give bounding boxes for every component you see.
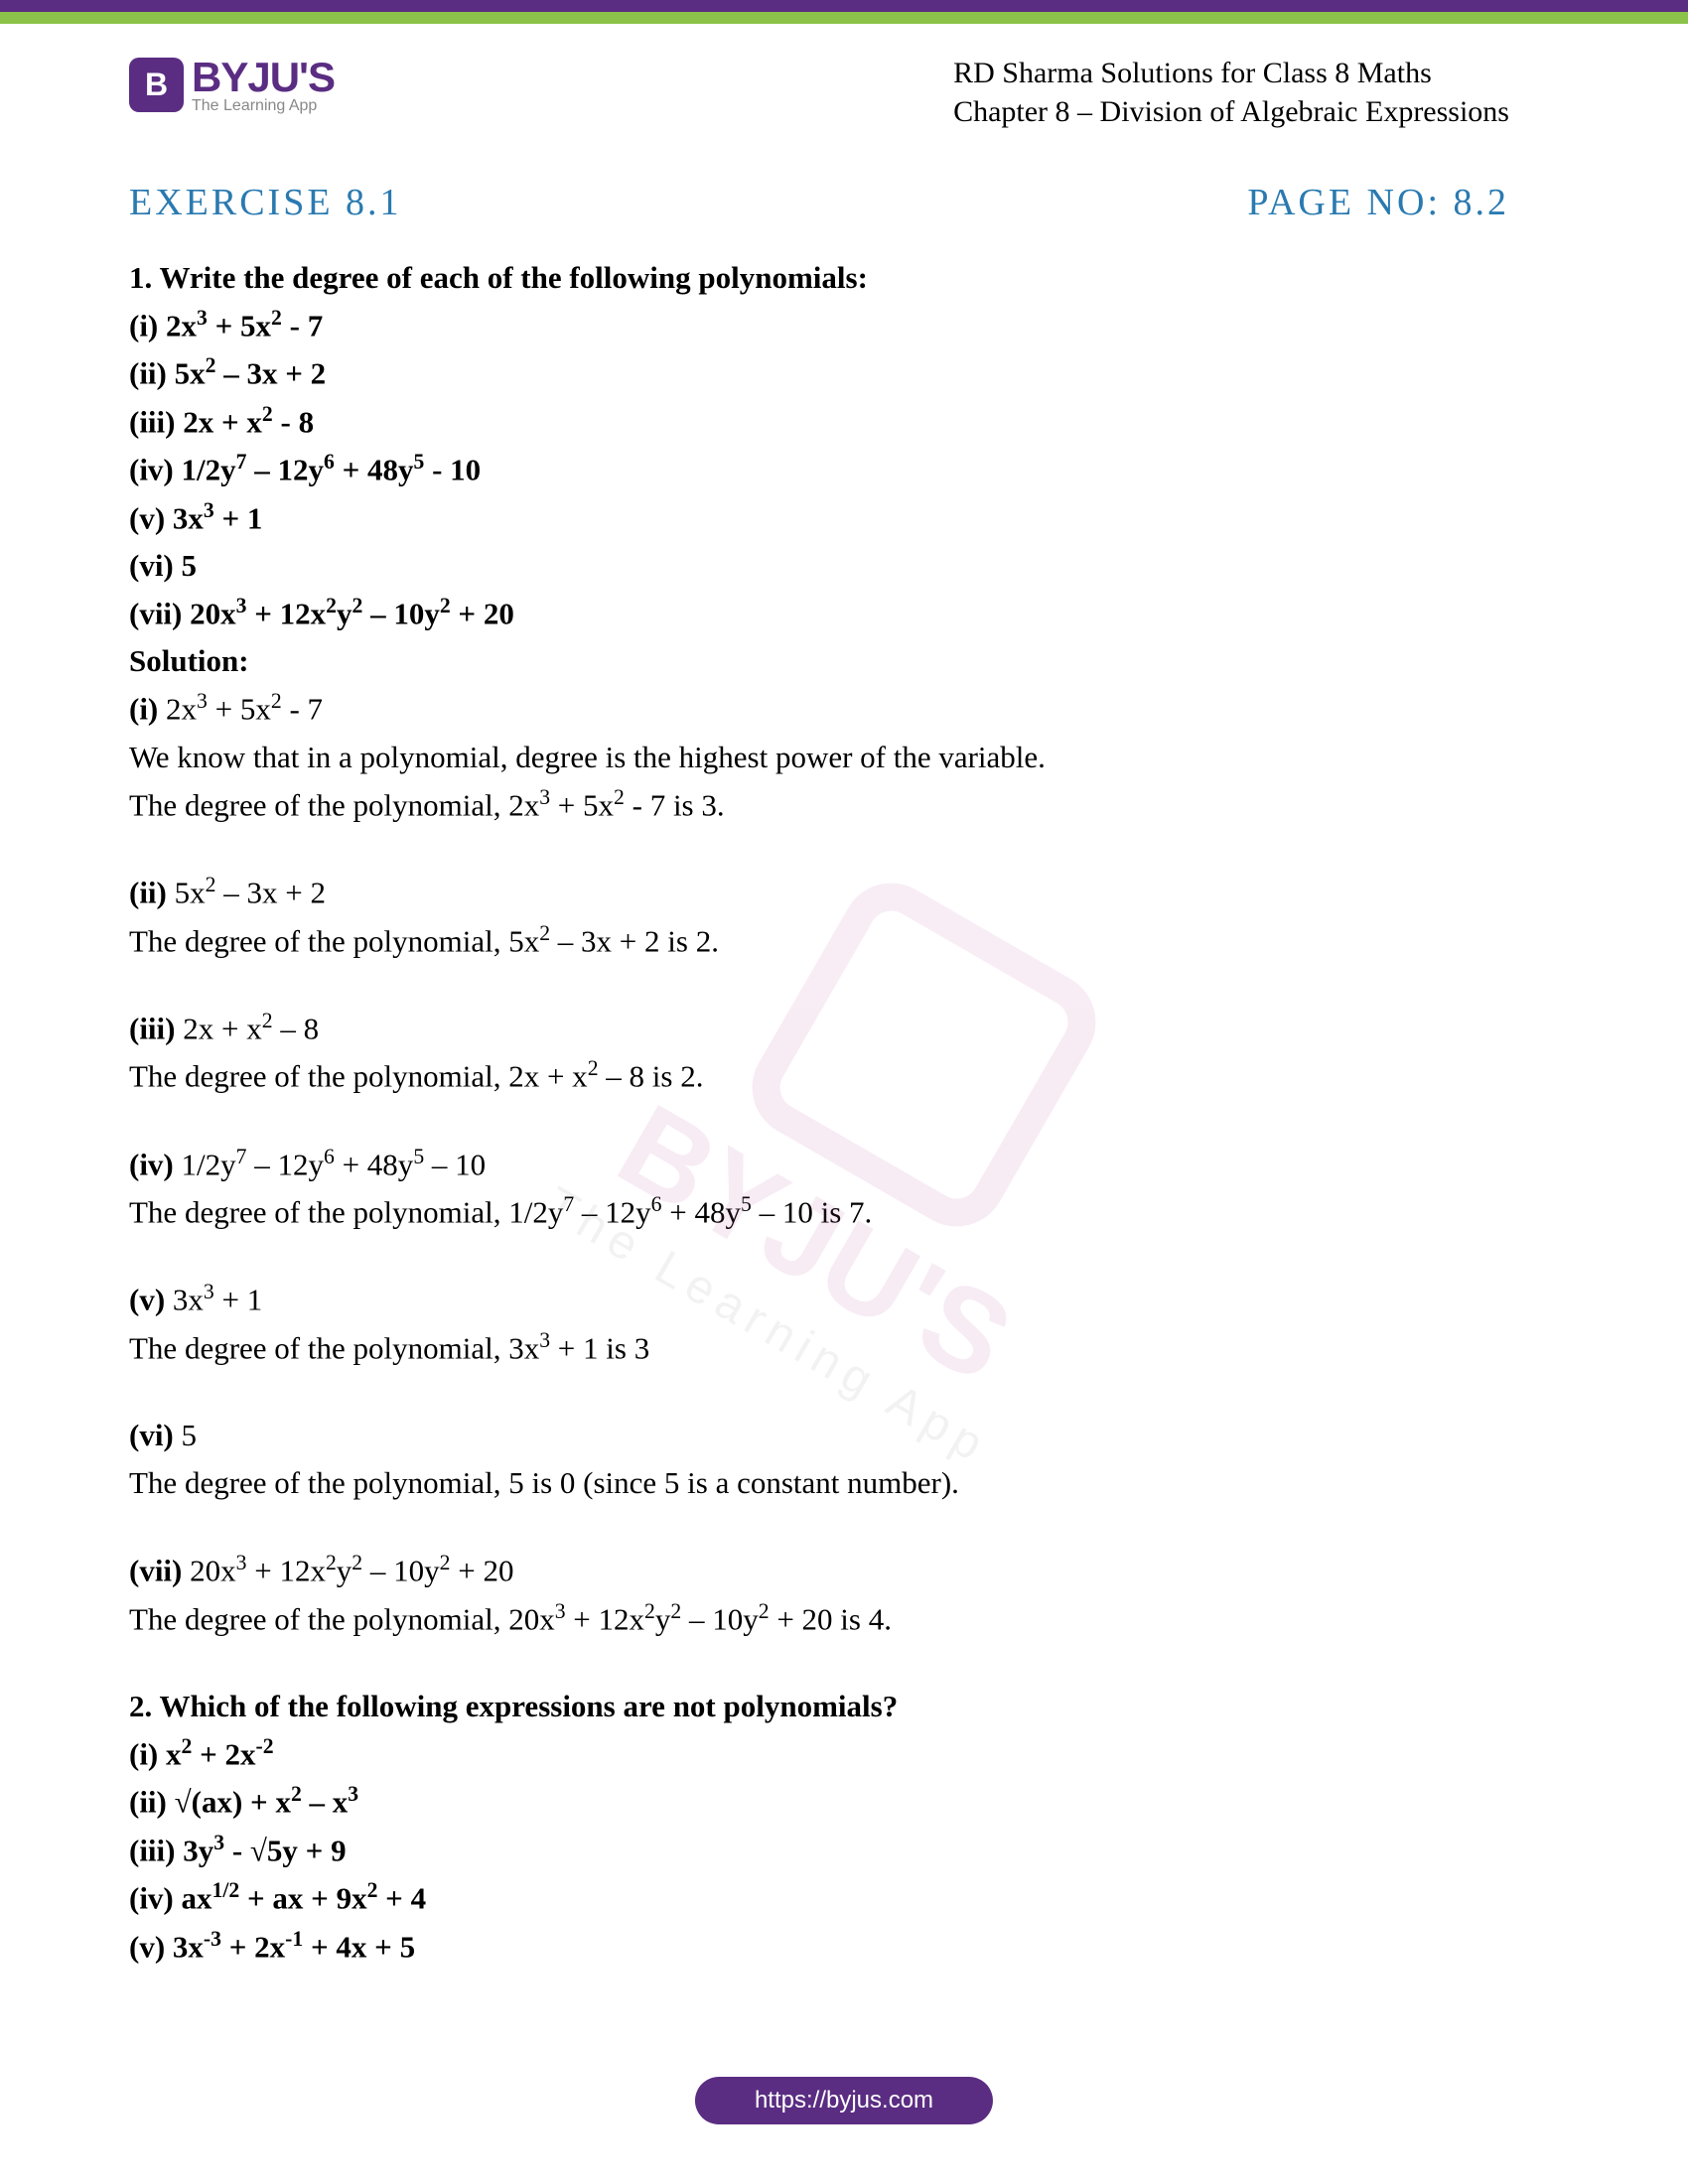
solution-label: Solution: xyxy=(129,637,1509,685)
sol-v-line: The degree of the polynomial, 3x3 + 1 is… xyxy=(129,1324,1509,1372)
header-line1: RD Sharma Solutions for Class 8 Maths xyxy=(953,54,1509,92)
logo-icon: B xyxy=(129,58,184,112)
sol-iii-line: The degree of the polynomial, 2x + x2 – … xyxy=(129,1052,1509,1100)
sol-i-line2: The degree of the polynomial, 2x3 + 5x2 … xyxy=(129,781,1509,829)
sol-ii-line: The degree of the polynomial, 5x2 – 3x +… xyxy=(129,917,1509,965)
q1-item-vi: (vi) 5 xyxy=(129,542,1509,590)
exercise-header: EXERCISE 8.1 PAGE NO: 8.2 xyxy=(0,131,1688,224)
q1-item-vii: (vii) 20x3 + 12x2y2 – 10y2 + 20 xyxy=(129,590,1509,637)
sol-vii-expr: (vii) 20x3 + 12x2y2 – 10y2 + 20 xyxy=(129,1547,1509,1594)
q2-item-i: (i) x2 + 2x-2 xyxy=(129,1730,1509,1778)
sol-ii-expr: (ii) 5x2 – 3x + 2 xyxy=(129,869,1509,916)
sol-vi-line: The degree of the polynomial, 5 is 0 (si… xyxy=(129,1459,1509,1507)
q2-item-iv: (iv) ax1/2 + ax + 9x2 + 4 xyxy=(129,1874,1509,1922)
brand-name: BYJU'S xyxy=(192,54,335,101)
page-header: B BYJU'S The Learning App RD Sharma Solu… xyxy=(0,24,1688,131)
q2-item-ii: (ii) √(ax) + x2 – x3 xyxy=(129,1778,1509,1826)
sol-iv-line: The degree of the polynomial, 1/2y7 – 12… xyxy=(129,1188,1509,1236)
main-content: 1. Write the degree of each of the follo… xyxy=(0,224,1688,1971)
sol-iv-expr: (iv) 1/2y7 – 12y6 + 48y5 – 10 xyxy=(129,1141,1509,1188)
top-color-bar xyxy=(0,0,1688,24)
sol-vi-expr: (vi) 5 xyxy=(129,1412,1509,1459)
q1-item-iii: (iii) 2x + x2 - 8 xyxy=(129,398,1509,446)
brand-tagline: The Learning App xyxy=(192,97,335,115)
q1-item-iv: (iv) 1/2y7 – 12y6 + 48y5 - 10 xyxy=(129,446,1509,493)
q2-item-iii: (iii) 3y3 - √5y + 9 xyxy=(129,1827,1509,1874)
q2-item-v: (v) 3x-3 + 2x-1 + 4x + 5 xyxy=(129,1923,1509,1971)
document-title: RD Sharma Solutions for Class 8 Maths Ch… xyxy=(953,54,1509,131)
logo-area: B BYJU'S The Learning App xyxy=(129,54,335,115)
exercise-title: EXERCISE 8.1 xyxy=(129,181,402,224)
page-number: PAGE NO: 8.2 xyxy=(1247,181,1509,224)
q2-title: 2. Which of the following expressions ar… xyxy=(129,1683,1509,1730)
q1-item-v: (v) 3x3 + 1 xyxy=(129,494,1509,542)
q1-item-ii: (ii) 5x2 – 3x + 2 xyxy=(129,349,1509,397)
sol-v-expr: (v) 3x3 + 1 xyxy=(129,1276,1509,1323)
logo-text-block: BYJU'S The Learning App xyxy=(192,54,335,115)
sol-i-expr: (i) 2x3 + 5x2 - 7 xyxy=(129,685,1509,733)
q1-item-i: (i) 2x3 + 5x2 - 7 xyxy=(129,302,1509,349)
header-line2: Chapter 8 – Division of Algebraic Expres… xyxy=(953,92,1509,131)
q1-title: 1. Write the degree of each of the follo… xyxy=(129,254,1509,302)
sol-i-line1: We know that in a polynomial, degree is … xyxy=(129,734,1509,781)
footer-url-badge: https://byjus.com xyxy=(695,2077,993,2124)
sol-iii-expr: (iii) 2x + x2 – 8 xyxy=(129,1005,1509,1052)
sol-vii-line: The degree of the polynomial, 20x3 + 12x… xyxy=(129,1595,1509,1643)
